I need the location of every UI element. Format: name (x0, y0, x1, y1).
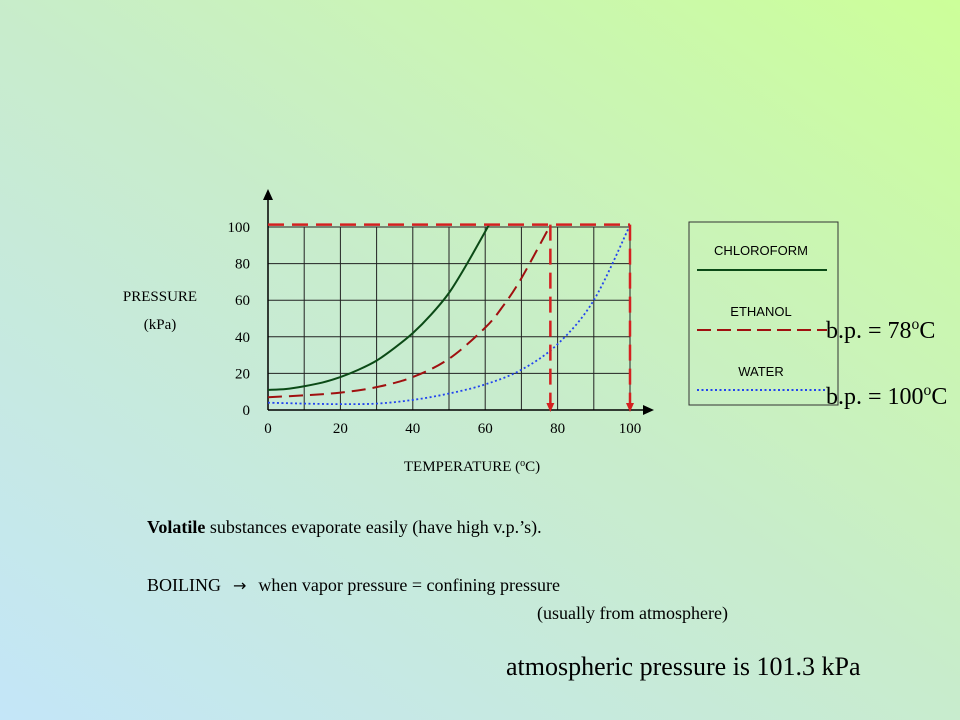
y-tick-label: 0 (243, 403, 251, 419)
x-tick-label: 60 (478, 421, 493, 437)
x-axis-label: TEMPERATURE (oC) (404, 458, 540, 475)
x-tick-label: 40 (405, 421, 420, 437)
volatile-definition: Volatile substances evaporate easily (ha… (147, 517, 542, 538)
right-arrow-icon: → (233, 576, 247, 595)
boiling-description: when vapor pressure = confining pressure (258, 575, 560, 595)
y-tick-label: 60 (235, 293, 250, 309)
volatile-term: Volatile (147, 517, 206, 537)
x-tick-label: 80 (550, 421, 565, 437)
chart-tick-labels: 0 20 40 60 80 100 0 20 40 60 80 100 (228, 220, 642, 437)
chart-grid (268, 226, 631, 410)
y-tick-label: 20 (235, 366, 250, 382)
x-tick-label: 100 (619, 421, 642, 437)
x-tick-label: 0 (264, 421, 272, 437)
legend-label-water: WATER (738, 364, 784, 379)
y-axis-label-line1: PRESSURE (123, 289, 197, 305)
boiling-point-arrowhead (626, 403, 634, 412)
volatile-description: substances evaporate easily (have high v… (205, 517, 542, 537)
boiling-point-arrowhead (546, 403, 555, 412)
chart-series (267, 224, 631, 406)
boiling-term: BOILING (147, 575, 221, 595)
series-line-chloroform (267, 224, 490, 391)
y-axis-arrowhead (263, 189, 273, 200)
boiling-definition: BOILING → when vapor pressure = confining … (147, 575, 560, 596)
chart-axes (263, 189, 654, 415)
y-axis-label-line2: (kPa) (144, 317, 177, 333)
x-tick-label: 20 (333, 421, 348, 437)
atmospheric-pressure-statement: atmospheric pressure is 101.3 kPa (506, 652, 861, 681)
y-tick-label: 80 (235, 257, 250, 273)
x-axis-arrowhead (643, 405, 654, 415)
boiling-note: (usually from atmosphere) (537, 603, 728, 623)
legend-label-ethanol: ETHANOL (730, 304, 791, 319)
legend-box (688, 221, 839, 406)
y-tick-label: 100 (228, 220, 251, 236)
boiling-point-reference-lines (268, 223, 634, 412)
y-tick-label: 40 (235, 330, 250, 346)
water-boiling-point-label: b.p. = 100oC (826, 382, 948, 410)
legend-label-chloroform: CHLOROFORM (714, 243, 808, 258)
legend: CHLOROFORM ETHANOL WATER (688, 221, 839, 406)
ethanol-boiling-point-label: b.p. = 78oC (826, 316, 936, 344)
series-line-water (267, 224, 631, 406)
series-line-ethanol (267, 224, 552, 399)
